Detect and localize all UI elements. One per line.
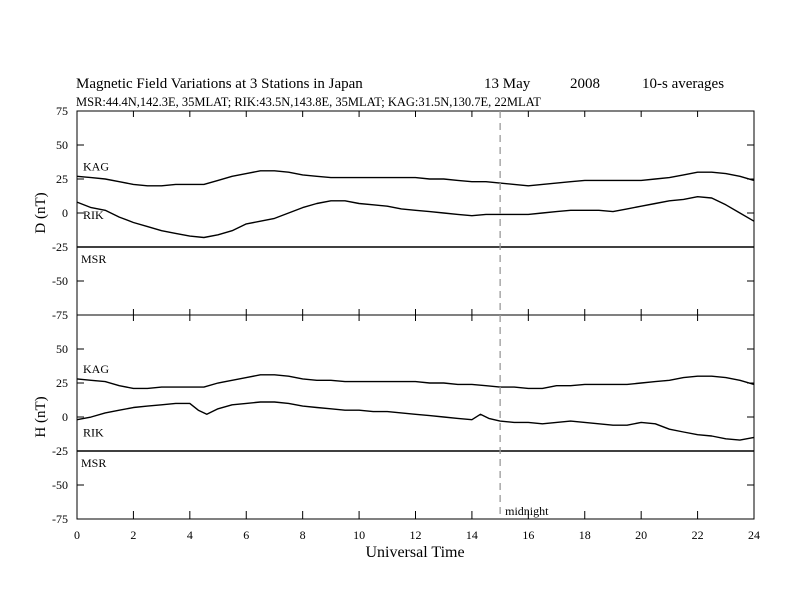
- panel-d-ytick-label: 0: [62, 206, 68, 220]
- panel-h-ytick-label: -75: [52, 512, 68, 526]
- series-kag-h-line: [76, 374, 755, 390]
- x-tick-label: 8: [300, 528, 306, 542]
- series-rik-h-line: [76, 401, 755, 441]
- panel-d-frame: [76, 110, 755, 316]
- panel-d-ytick-label: -75: [52, 308, 68, 322]
- panel-d-ytick-label: 25: [56, 172, 68, 186]
- x-tick-label: 2: [130, 528, 136, 542]
- panel-h-ytick-label: 25: [56, 376, 68, 390]
- chart-title: Magnetic Field Variations at 3 Stations …: [76, 76, 363, 92]
- panel-h-ytick-label: 50: [56, 342, 68, 356]
- plot-panels: 75 50 25 0 -25 -50 -75 D (nT) KAG RIK MSR 50 25 0 -25 -…: [33, 104, 755, 526]
- panel-d-ytick-label: 50: [56, 138, 68, 152]
- x-tick-label: 22: [692, 528, 704, 542]
- series-rik-h-label: RIK: [83, 426, 104, 440]
- panel-d-ytick-label: 75: [56, 104, 68, 118]
- panel-d-ytick-label: -25: [52, 240, 68, 254]
- panel-h-frame: [76, 314, 755, 520]
- station-coordinates: MSR:44.4N,142.3E, 35MLAT; RIK:43.5N,143.…: [76, 95, 541, 109]
- x-tick-label: 20: [635, 528, 647, 542]
- panel-h-ytick-label: -50: [52, 478, 68, 492]
- panel-d-ylabel: D (nT): [33, 192, 49, 233]
- x-tick-label: 14: [466, 528, 478, 542]
- panel-h-ytick-label: 0: [62, 410, 68, 424]
- chart-date-day: 13 May: [484, 76, 531, 92]
- panel-h-ylabel: H (nT): [33, 396, 49, 437]
- x-tick-label: 6: [243, 528, 249, 542]
- midnight-label: midnight: [505, 504, 549, 518]
- chart-date-year: 2008: [570, 76, 600, 92]
- x-tick-label: 4: [187, 528, 193, 542]
- series-kag-h-label: KAG: [83, 362, 109, 376]
- series-kag-d-line: [76, 170, 755, 187]
- x-axis-ticks: 0 2 4 6 8 10 12 14 16 18 20 22 24: [74, 111, 760, 542]
- x-tick-label: 24: [748, 528, 760, 542]
- panel-d-ytick-label: -50: [52, 274, 68, 288]
- x-tick-label: 10: [353, 528, 365, 542]
- series-rik-d-line: [76, 195, 755, 239]
- series-msr-d-label: MSR: [81, 252, 106, 266]
- x-tick-label: 16: [522, 528, 534, 542]
- series-msr-h-label: MSR: [81, 456, 106, 470]
- chart-averaging: 10-s averages: [642, 76, 724, 92]
- panel-h-ytick-label: -25: [52, 444, 68, 458]
- series-rik-d-label: RIK: [83, 208, 104, 222]
- x-tick-label: 12: [410, 528, 422, 542]
- x-tick-label: 0: [74, 528, 80, 542]
- series-kag-d-label: KAG: [83, 159, 109, 173]
- x-tick-label: 18: [579, 528, 591, 542]
- x-axis-label: Universal Time: [365, 544, 464, 561]
